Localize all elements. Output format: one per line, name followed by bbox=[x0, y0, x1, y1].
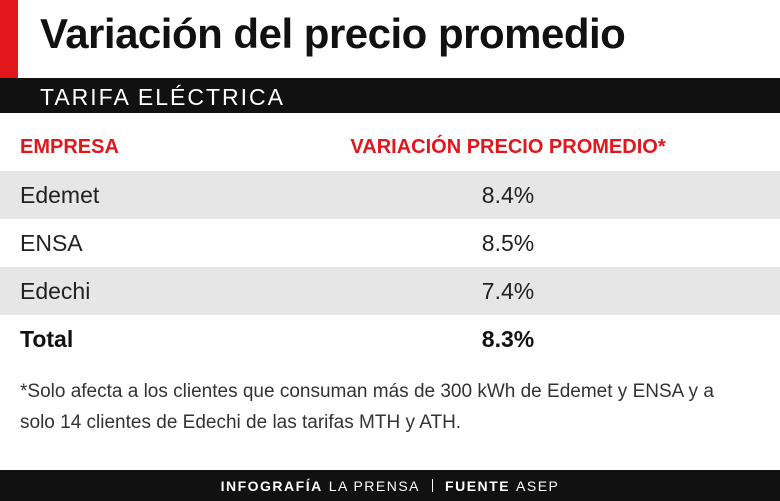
company: Edechi bbox=[20, 277, 91, 304]
accent-bar bbox=[0, 0, 18, 78]
column-header: EMPRESA bbox=[20, 135, 119, 158]
company: ENSA bbox=[20, 229, 83, 256]
separator bbox=[432, 479, 434, 492]
credit: INFOGRAFÍA LA PRENSA bbox=[221, 478, 420, 494]
total-label: Total bbox=[20, 325, 74, 352]
title: Variación del precio promedio bbox=[40, 10, 626, 57]
total-value: 8.3% bbox=[481, 325, 535, 352]
credit-label: FUENTE bbox=[445, 477, 511, 494]
credit-value: ASEP bbox=[516, 477, 560, 494]
table-row: Edemet 8.4% bbox=[0, 171, 780, 219]
subtitle: TARIFA ELÉCTRICA bbox=[40, 84, 286, 110]
variation: 7.4% bbox=[481, 277, 535, 304]
credit: FUENTE ASEP bbox=[445, 478, 559, 494]
footnote: *Solo afecta a los clientes que consuman… bbox=[20, 381, 714, 433]
table-row: ENSA 8.5% bbox=[0, 219, 780, 267]
variation: 8.4% bbox=[481, 181, 535, 208]
table-row: Edechi 7.4% bbox=[0, 267, 780, 315]
total-row: Total 8.3% bbox=[0, 315, 780, 363]
credit-label: INFOGRAFÍA bbox=[220, 477, 323, 494]
header-row: EMPRESA VARIACIÓN PRECIO PROMEDIO* bbox=[0, 123, 780, 171]
credit-value: LA PRENSA bbox=[328, 477, 421, 494]
variation: 8.5% bbox=[481, 229, 535, 256]
column-header: VARIACIÓN PRECIO PROMEDIO* bbox=[350, 135, 666, 158]
footer: INFOGRAFÍA LA PRENSA FUENTE ASEP bbox=[0, 470, 780, 501]
subtitle-band: TARIFA ELÉCTRICA bbox=[0, 78, 780, 113]
company: Edemet bbox=[20, 181, 100, 208]
